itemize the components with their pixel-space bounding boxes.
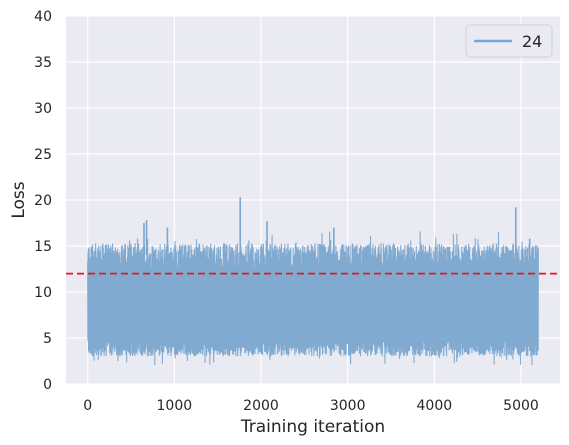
x-tick-label-5000: 5000 (503, 398, 539, 414)
y-axis-label: Loss (9, 181, 29, 218)
y-tick-label-15: 15 (34, 239, 52, 255)
x-axis-label: Training iteration (240, 417, 385, 437)
series-layer (87, 197, 539, 366)
legend-label-24: 24 (522, 32, 542, 51)
x-tick-label-2000: 2000 (243, 398, 279, 414)
y-tick-label-5: 5 (43, 331, 52, 347)
x-tick-label-0: 0 (83, 398, 92, 414)
y-tick-label-40: 40 (34, 9, 52, 25)
series-line-24 (87, 231, 539, 366)
y-tick-label-20: 20 (34, 193, 52, 209)
y-tick-label-35: 35 (34, 55, 52, 71)
legend: 24 (465, 24, 553, 58)
x-tick-label-4000: 4000 (417, 398, 453, 414)
y-tick-label-30: 30 (34, 101, 52, 117)
y-tick-label-10: 10 (34, 285, 52, 301)
x-tick-label-3000: 3000 (330, 398, 366, 414)
y-tick-label-0: 0 (43, 377, 52, 393)
x-tick-label-1000: 1000 (157, 398, 193, 414)
tick-labels: 0 5 10 15 20 25 30 35 40 0 1000 2000 3000 4000 5000 (34, 9, 539, 414)
y-tick-label-25: 25 (34, 147, 52, 163)
